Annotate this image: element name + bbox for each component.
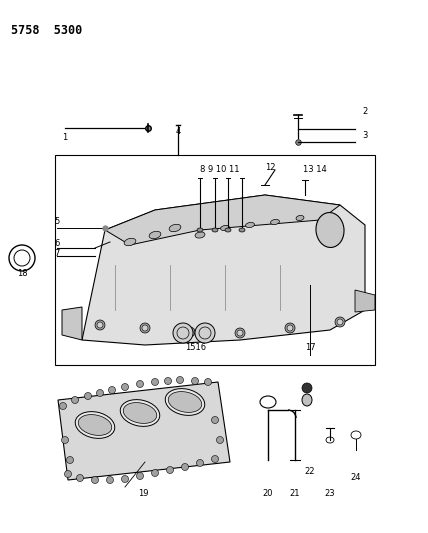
Circle shape (205, 378, 211, 385)
Circle shape (302, 383, 312, 393)
Circle shape (137, 381, 143, 387)
Ellipse shape (78, 415, 112, 435)
Circle shape (285, 323, 295, 333)
Polygon shape (58, 382, 230, 480)
Ellipse shape (123, 402, 157, 423)
Ellipse shape (75, 411, 115, 438)
Text: 1: 1 (62, 133, 68, 142)
Circle shape (287, 325, 293, 331)
Ellipse shape (197, 228, 203, 232)
Circle shape (211, 416, 219, 424)
Circle shape (196, 459, 203, 466)
Circle shape (166, 466, 173, 473)
Ellipse shape (165, 389, 205, 415)
Text: 18: 18 (17, 270, 27, 279)
Circle shape (62, 437, 68, 443)
Circle shape (107, 477, 113, 483)
Ellipse shape (225, 228, 231, 232)
Ellipse shape (169, 224, 181, 232)
Ellipse shape (120, 400, 160, 426)
Circle shape (109, 386, 116, 393)
Circle shape (181, 464, 188, 471)
Circle shape (122, 384, 128, 391)
Ellipse shape (270, 220, 279, 224)
Circle shape (195, 323, 215, 343)
Circle shape (59, 402, 66, 409)
Text: 22: 22 (305, 467, 315, 477)
Polygon shape (82, 195, 365, 345)
Ellipse shape (212, 228, 218, 232)
Ellipse shape (124, 238, 136, 246)
Circle shape (237, 330, 243, 336)
Ellipse shape (168, 392, 202, 413)
Text: 6: 6 (54, 239, 59, 248)
Text: 5758  5300: 5758 5300 (11, 24, 82, 37)
Ellipse shape (316, 213, 344, 247)
Text: 19: 19 (138, 489, 148, 498)
Text: 21: 21 (290, 489, 300, 498)
Circle shape (140, 323, 150, 333)
Circle shape (97, 322, 103, 328)
Text: 7: 7 (54, 249, 59, 259)
Circle shape (142, 325, 148, 331)
Ellipse shape (296, 215, 304, 221)
Text: 4: 4 (175, 126, 181, 135)
Text: 23: 23 (325, 489, 335, 498)
Text: 20: 20 (263, 489, 273, 498)
Bar (55, 155, 375, 365)
Circle shape (337, 319, 343, 325)
Ellipse shape (239, 228, 245, 232)
Circle shape (191, 377, 199, 384)
Circle shape (96, 390, 104, 397)
Text: 2: 2 (363, 108, 368, 117)
Circle shape (176, 376, 184, 384)
Text: 1516: 1516 (185, 343, 207, 352)
Polygon shape (105, 195, 340, 245)
Circle shape (335, 317, 345, 327)
Circle shape (66, 456, 74, 464)
Ellipse shape (149, 231, 161, 239)
Circle shape (187, 329, 193, 335)
Circle shape (77, 474, 83, 481)
Text: 17: 17 (305, 343, 315, 352)
Ellipse shape (246, 222, 255, 228)
Circle shape (84, 392, 92, 400)
Circle shape (235, 328, 245, 338)
Circle shape (137, 472, 143, 480)
Circle shape (65, 471, 71, 478)
Text: 24: 24 (351, 473, 361, 482)
Polygon shape (355, 290, 375, 312)
Text: 5: 5 (54, 217, 59, 227)
Circle shape (122, 475, 128, 482)
Circle shape (95, 320, 105, 330)
Ellipse shape (195, 232, 205, 238)
Circle shape (152, 378, 158, 385)
Text: 12: 12 (265, 164, 275, 173)
Text: 3: 3 (363, 131, 368, 140)
Circle shape (164, 377, 172, 384)
Circle shape (217, 437, 223, 443)
Circle shape (152, 470, 158, 477)
Text: 8 9 10 11: 8 9 10 11 (200, 166, 240, 174)
Circle shape (92, 477, 98, 483)
Ellipse shape (220, 225, 229, 231)
Circle shape (185, 327, 195, 337)
Ellipse shape (302, 394, 312, 406)
Circle shape (173, 323, 193, 343)
Polygon shape (62, 307, 82, 340)
Circle shape (211, 456, 219, 463)
Circle shape (71, 397, 78, 403)
Text: 13 14: 13 14 (303, 166, 327, 174)
